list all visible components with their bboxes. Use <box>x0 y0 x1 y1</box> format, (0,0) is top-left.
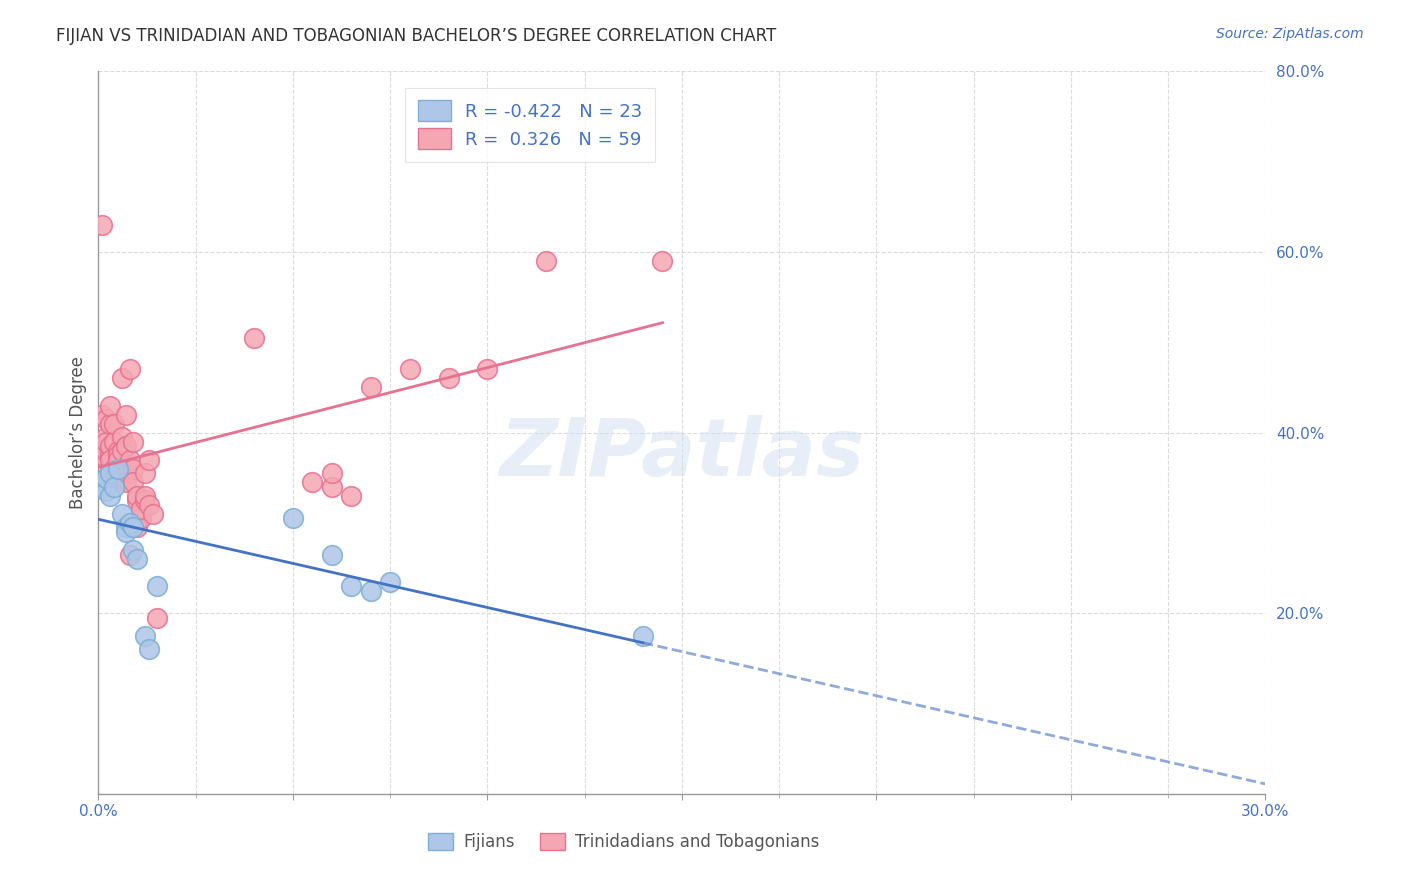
Point <box>134 489 156 503</box>
Point <box>138 642 160 657</box>
Point <box>321 480 343 494</box>
Point <box>111 507 134 521</box>
Point <box>91 408 114 422</box>
Point <box>103 471 125 485</box>
Point <box>118 452 141 467</box>
Point <box>114 462 136 476</box>
Point <box>98 399 121 413</box>
Point <box>477 362 499 376</box>
Point <box>340 579 363 593</box>
Point <box>107 443 129 458</box>
Point <box>103 480 125 494</box>
Point <box>107 452 129 467</box>
Point <box>146 579 169 593</box>
Point <box>98 417 121 431</box>
Point <box>96 412 118 426</box>
Point <box>122 475 145 490</box>
Text: FIJIAN VS TRINIDADIAN AND TOBAGONIAN BACHELOR’S DEGREE CORRELATION CHART: FIJIAN VS TRINIDADIAN AND TOBAGONIAN BAC… <box>56 27 776 45</box>
Point <box>111 443 134 458</box>
Point <box>98 452 121 467</box>
Point <box>111 430 134 444</box>
Point <box>96 430 118 444</box>
Text: Source: ZipAtlas.com: Source: ZipAtlas.com <box>1216 27 1364 41</box>
Text: ZIPatlas: ZIPatlas <box>499 416 865 493</box>
Point <box>96 443 118 458</box>
Point <box>127 520 149 534</box>
Point <box>340 489 363 503</box>
Point <box>398 362 420 376</box>
Point <box>103 417 125 431</box>
Point <box>114 520 136 534</box>
Point <box>142 507 165 521</box>
Point <box>118 362 141 376</box>
Point <box>98 467 121 481</box>
Point <box>96 471 118 485</box>
Point <box>134 467 156 481</box>
Point <box>103 434 125 449</box>
Point <box>114 475 136 490</box>
Point <box>114 439 136 453</box>
Point <box>91 480 114 494</box>
Point <box>134 493 156 508</box>
Point <box>98 489 121 503</box>
Point <box>118 516 141 530</box>
Point <box>281 511 304 525</box>
Point <box>107 462 129 476</box>
Point <box>122 520 145 534</box>
Point <box>138 498 160 512</box>
Point <box>118 548 141 562</box>
Point <box>98 462 121 476</box>
Point <box>98 439 121 453</box>
Point <box>360 583 382 598</box>
Point <box>114 524 136 539</box>
Point <box>146 611 169 625</box>
Point <box>138 452 160 467</box>
Point <box>380 574 402 589</box>
Point <box>111 371 134 385</box>
Point <box>301 475 323 490</box>
Point <box>96 434 118 449</box>
Point <box>122 462 145 476</box>
Y-axis label: Bachelor’s Degree: Bachelor’s Degree <box>69 356 87 509</box>
Point <box>91 448 114 462</box>
Point <box>122 434 145 449</box>
Point <box>122 543 145 558</box>
Point <box>243 331 266 345</box>
Point <box>107 448 129 462</box>
Point <box>651 254 673 268</box>
Point <box>96 471 118 485</box>
Point <box>111 471 134 485</box>
Point <box>360 380 382 394</box>
Point <box>134 629 156 643</box>
Point <box>437 371 460 385</box>
Point <box>98 448 121 462</box>
Point <box>96 484 118 499</box>
Point <box>91 218 114 232</box>
Point <box>127 489 149 503</box>
Point <box>129 511 152 525</box>
Point <box>631 629 654 643</box>
Point <box>127 552 149 566</box>
Point <box>127 493 149 508</box>
Point <box>114 408 136 422</box>
Point <box>103 462 125 476</box>
Point <box>129 502 152 516</box>
Point <box>321 548 343 562</box>
Point <box>534 254 557 268</box>
Legend: Fijians, Trinidadians and Tobagonians: Fijians, Trinidadians and Tobagonians <box>422 826 825 858</box>
Point <box>321 467 343 481</box>
Point <box>107 467 129 481</box>
